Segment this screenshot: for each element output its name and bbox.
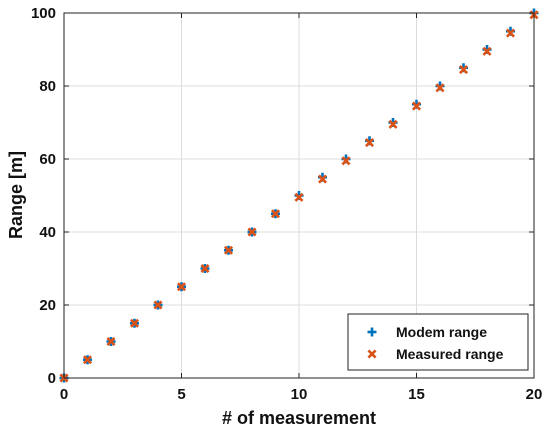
measured-range-point (458, 65, 469, 75)
y-tick-label: 80 (39, 78, 56, 95)
x-tick-label: 10 (291, 386, 308, 403)
measured-range-point (106, 336, 116, 347)
measured-range-point (247, 227, 257, 237)
measured-range-point (82, 355, 93, 365)
legend-x-marker (367, 349, 377, 359)
measured-range-point (341, 156, 351, 166)
measured-range-point (270, 209, 281, 219)
y-tick-label: 60 (39, 151, 56, 168)
measured-range-point (411, 101, 422, 111)
legend-plus-marker (367, 327, 377, 337)
x-tick-label: 15 (408, 386, 425, 403)
y-tick-label: 40 (39, 224, 56, 241)
x-axis-title: # of measurement (222, 408, 376, 428)
plot-frame (63, 12, 535, 379)
measured-range-point (482, 46, 492, 56)
legend-label-measured-range: Measured range (396, 346, 504, 362)
y-tick-label: 20 (39, 297, 56, 314)
y-axis-title: Range [m] (6, 151, 26, 239)
legend-marker-modem-range (367, 327, 377, 337)
x-tick-label: 5 (177, 386, 185, 403)
legend: Modem range Measured range (347, 313, 529, 371)
x-tick-label: 20 (526, 386, 543, 403)
measured-range-point (176, 282, 187, 292)
data-points (59, 8, 539, 383)
measured-range-point (200, 263, 210, 274)
measured-range-point (505, 28, 516, 38)
measured-range-point (364, 138, 375, 148)
legend-label-modem-range: Modem range (396, 324, 487, 340)
measured-range-point (129, 318, 140, 328)
legend-box (347, 313, 529, 371)
measured-range-point (294, 192, 304, 202)
measured-range-point (317, 174, 328, 184)
y-tick-label: 100 (31, 5, 56, 22)
measured-range-point (223, 245, 234, 255)
y-tick-label: 0 (48, 370, 56, 387)
measured-range-point (153, 300, 163, 310)
legend-marker-measured-range (367, 349, 377, 359)
measured-range-point (388, 119, 398, 129)
x-axis-ticks: 0 5 10 15 20 (60, 13, 543, 403)
measured-range-point (435, 83, 445, 93)
x-tick-label: 0 (60, 386, 68, 403)
y-axis-ticks: 0 20 40 60 80 100 (31, 5, 534, 387)
